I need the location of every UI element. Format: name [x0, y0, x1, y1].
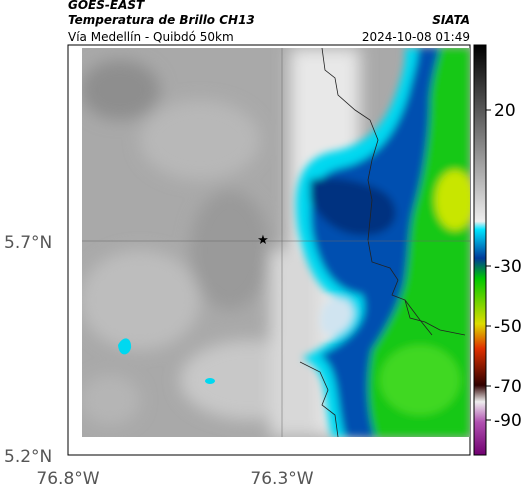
colorbar-tick-label: 20: [494, 101, 516, 121]
colorbar-tick-label: -70: [494, 377, 522, 397]
lon-label: 76.8°W: [36, 469, 99, 489]
satellite: GOES-EAST: [68, 0, 145, 12]
colorbar: [473, 44, 487, 456]
svg-text:★: ★: [257, 233, 269, 248]
colorbar-tick-label: -90: [494, 411, 522, 431]
source: SIATA: [432, 13, 470, 27]
lat-label: 5.7°N: [4, 233, 52, 253]
lat-label: 5.2°N: [4, 447, 52, 467]
colorbar-tick-label: -30: [494, 257, 522, 277]
timestamp: 2024-10-08 01:49: [362, 30, 470, 44]
region: Vía Medellín - Quibdó 50km: [68, 30, 234, 44]
colorbar-tick-label: -50: [494, 317, 522, 337]
imagery: ★: [82, 48, 470, 437]
product: Temperatura de Brillo CH13: [68, 13, 255, 27]
lon-label: 76.3°W: [250, 469, 313, 489]
